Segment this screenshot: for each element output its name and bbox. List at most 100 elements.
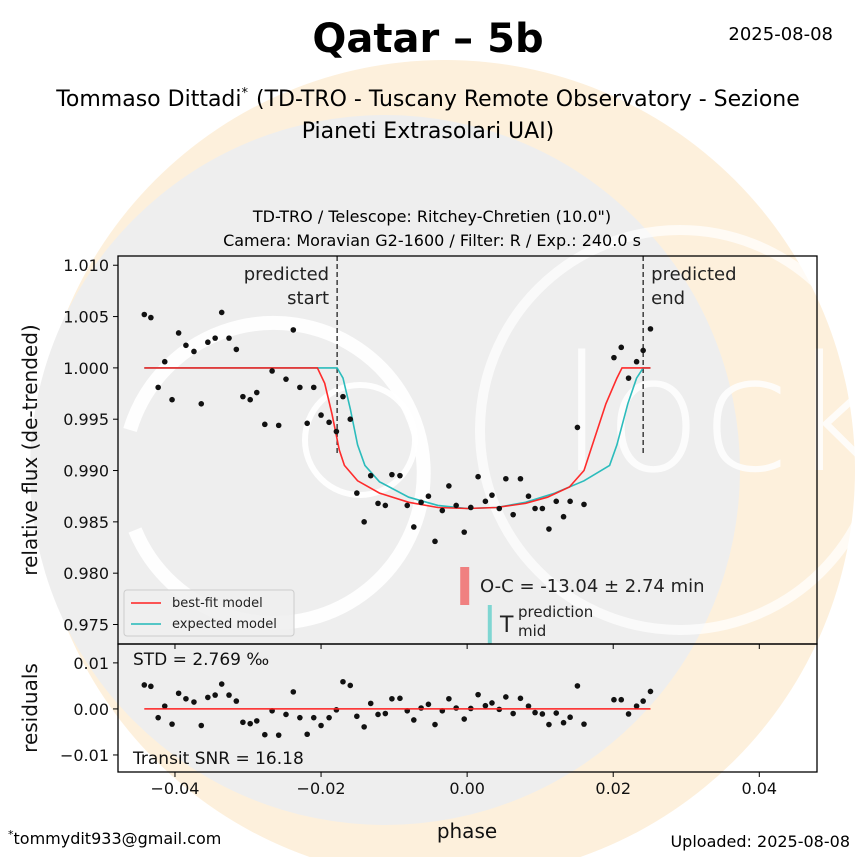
data-point bbox=[148, 314, 154, 321]
residual-point bbox=[340, 678, 346, 685]
residual-point bbox=[482, 702, 489, 709]
data-point bbox=[290, 327, 297, 333]
x-tick-label: −0.04 bbox=[150, 779, 199, 798]
residual-point bbox=[640, 698, 646, 704]
data-point bbox=[453, 502, 459, 509]
residual-y-tick-label: 0.01 bbox=[73, 654, 109, 673]
data-point bbox=[275, 422, 282, 429]
residual-point bbox=[539, 711, 546, 717]
residual-point bbox=[175, 690, 182, 697]
residual-point bbox=[148, 683, 154, 690]
data-point bbox=[354, 490, 360, 496]
author-name: Tommaso Dittadi bbox=[55, 87, 241, 112]
data-point bbox=[489, 492, 495, 498]
data-point bbox=[560, 513, 567, 520]
data-point bbox=[218, 309, 225, 316]
data-point bbox=[647, 326, 654, 332]
affiliation-line2: Pianeti Extrasolari UAI) bbox=[302, 119, 555, 144]
residual-point bbox=[453, 705, 459, 711]
predicted-end-label-1: predicted bbox=[651, 264, 736, 285]
data-point bbox=[389, 471, 395, 478]
data-point bbox=[539, 505, 546, 512]
data-point bbox=[269, 368, 275, 374]
predicted-start-label-1: predicted bbox=[244, 264, 329, 285]
residual-point bbox=[503, 694, 509, 700]
data-point bbox=[233, 346, 240, 353]
y-tick-label: 0.975 bbox=[63, 615, 109, 634]
residual-point bbox=[205, 694, 211, 701]
residual-point bbox=[191, 699, 197, 705]
data-point bbox=[155, 384, 161, 391]
exoclock-watermark: lock bbox=[30, 60, 858, 857]
data-point bbox=[326, 419, 332, 426]
data-point bbox=[262, 421, 268, 428]
residual-y-tick-label: −0.01 bbox=[60, 746, 109, 765]
email-text: tommydit933@gmail.com bbox=[14, 829, 222, 848]
y-tick-label: 0.985 bbox=[63, 513, 109, 532]
data-point bbox=[574, 424, 581, 431]
data-point bbox=[318, 412, 324, 418]
data-point bbox=[404, 502, 411, 509]
data-point bbox=[532, 505, 538, 512]
data-point bbox=[375, 500, 381, 507]
legend: best-fit model expected model bbox=[123, 589, 295, 637]
residual-point bbox=[283, 711, 289, 718]
data-point bbox=[581, 501, 587, 508]
data-point bbox=[411, 524, 417, 530]
data-point bbox=[432, 538, 438, 545]
tmid-bar bbox=[487, 605, 492, 644]
residual-point bbox=[446, 695, 452, 702]
data-point bbox=[183, 342, 189, 349]
residual-point bbox=[560, 719, 567, 726]
residual-point bbox=[517, 695, 524, 702]
affiliation-line1: (TD-TRO - Tuscany Remote Observatory - S… bbox=[256, 87, 800, 112]
best-fit-model-line bbox=[144, 367, 651, 510]
y-tick-label: 1.010 bbox=[63, 256, 109, 275]
data-point bbox=[161, 358, 168, 365]
legend-expected-label: expected model bbox=[172, 617, 277, 632]
x-tick-label: 0.02 bbox=[595, 779, 631, 798]
author-line: Tommaso Dittadi* (TD-TRO - Tuscany Remote… bbox=[55, 86, 800, 112]
data-point bbox=[175, 330, 182, 336]
data-point bbox=[446, 483, 452, 489]
std-text: STD = 2.769 ‰ bbox=[133, 650, 269, 670]
residual-point bbox=[361, 724, 367, 730]
residual-point bbox=[581, 721, 587, 727]
oc-text: O-C = -13.04 ± 2.74 min bbox=[480, 576, 705, 597]
residual-point bbox=[333, 707, 340, 713]
y-tick-label: 0.995 bbox=[63, 410, 109, 429]
data-point bbox=[553, 498, 560, 505]
tmid-sub: mid bbox=[518, 622, 546, 640]
tmid-sup: prediction bbox=[518, 603, 593, 621]
residuals-axes-frame bbox=[117, 643, 818, 773]
snr-text: Transit SNR = 16.18 bbox=[132, 749, 304, 769]
data-point bbox=[205, 339, 211, 346]
residual-point bbox=[198, 722, 205, 729]
data-point bbox=[191, 348, 197, 355]
data-point bbox=[247, 396, 254, 403]
data-point bbox=[496, 505, 503, 512]
residual-point bbox=[425, 701, 432, 708]
legend-best-fit-label: best-fit model bbox=[172, 596, 263, 611]
data-point bbox=[212, 335, 218, 341]
residual-point bbox=[155, 714, 161, 721]
data-point bbox=[467, 504, 474, 511]
data-point bbox=[361, 519, 367, 525]
residual-point bbox=[461, 716, 468, 722]
y-tick-label: 0.990 bbox=[63, 462, 109, 481]
footer-email: *tommydit933@gmail.com bbox=[8, 828, 221, 848]
y-tick-label: 1.000 bbox=[63, 359, 109, 378]
tmid-T: T bbox=[499, 613, 514, 638]
residual-point bbox=[226, 692, 232, 698]
data-point bbox=[618, 344, 625, 351]
residual-point bbox=[297, 714, 303, 721]
data-point bbox=[283, 376, 289, 382]
data-point bbox=[304, 420, 310, 427]
residual-point bbox=[354, 713, 360, 720]
data-point bbox=[475, 473, 481, 480]
residual-point bbox=[633, 703, 640, 709]
x-tick-label: 0.00 bbox=[449, 779, 485, 798]
residual-point bbox=[318, 722, 324, 729]
residual-point bbox=[253, 718, 260, 724]
